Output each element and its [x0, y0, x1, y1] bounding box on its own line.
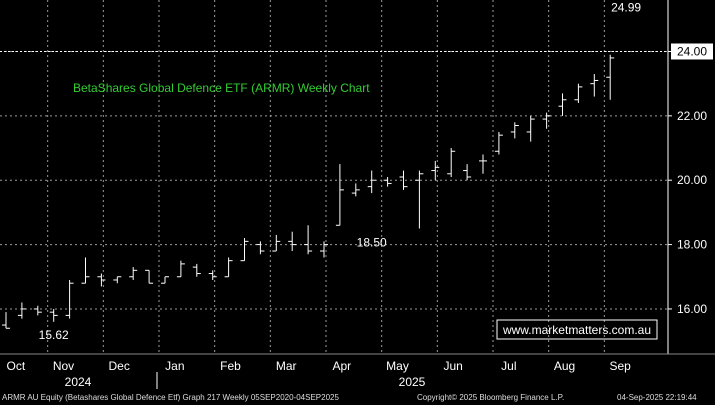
year-label: 2025	[399, 375, 426, 389]
last-price-label: 24.00	[677, 44, 707, 58]
ohlc-bar	[97, 273, 106, 287]
annotation-label: 24.99	[611, 1, 641, 15]
ohlc-bar	[129, 267, 138, 280]
ohlc-bar	[81, 257, 90, 284]
ohlc-bar	[510, 122, 519, 139]
y-tick-label: 18.00	[677, 238, 707, 252]
ohlc-bar	[447, 148, 456, 177]
watermark-text: www.marketmatters.com.au	[502, 323, 651, 337]
ohlc-bar	[224, 257, 233, 278]
ohlc-bar	[272, 234, 281, 252]
footer-bar: ARMR AU Equity (Betashares Global Defenc…	[0, 390, 715, 405]
year-label: 2024	[65, 375, 92, 389]
ohlc-bar	[2, 312, 10, 329]
ohlc-bar	[399, 170, 408, 190]
ohlc-bar	[208, 270, 217, 280]
annotation-label: 15.62	[39, 328, 69, 342]
y-axis: 16.00 18.00 20.00 22.00 24.00	[0, 43, 713, 316]
ohlc-bar	[17, 302, 26, 319]
ohlc-bar	[606, 54, 615, 100]
ohlc-bar	[431, 160, 440, 181]
x-tick-label: Apr	[332, 359, 351, 373]
x-tick-label: Aug	[554, 359, 575, 373]
ohlc-bar	[192, 263, 201, 277]
ohlc-bar	[113, 276, 122, 284]
x-tick-label: Mar	[276, 359, 297, 373]
plot-background	[0, 0, 668, 354]
footer-security: ARMR AU Equity (Betashares Global Defenc…	[2, 393, 339, 402]
ohlc-bar	[335, 164, 344, 226]
watermark-box: www.marketmatters.com.au	[496, 319, 658, 340]
y-tick-label: 16.00	[677, 302, 707, 316]
ohlc-bar	[304, 225, 313, 255]
annotations: 24.99 18.50 15.62	[39, 1, 642, 343]
chart-title: BetaShares Global Defence ETF (ARMR) Wee…	[73, 81, 370, 95]
x-tick-label: May	[386, 359, 409, 373]
y-tick-label: 22.00	[677, 109, 707, 123]
x-tick-label: Jun	[443, 359, 462, 373]
ohlc-bar	[558, 93, 567, 116]
ohlc-bar	[145, 269, 154, 284]
x-axis: Oct Nov Dec Jan Feb Mar Apr May Jun Jul Aug Sep 2024…	[0, 353, 715, 389]
x-tick-label: Jan	[165, 359, 184, 373]
ohlc-bar	[161, 276, 169, 284]
x-tick-label: Nov	[53, 359, 74, 373]
footer-copyright: Copyright© 2025 Bloomberg Finance L.P.	[417, 393, 565, 402]
y-tick-label: 20.00	[677, 173, 707, 187]
ohlc-bar	[176, 260, 185, 278]
x-tick-label: Sep	[609, 359, 631, 373]
ohlc-bar	[240, 238, 249, 262]
x-tick-label: Oct	[6, 359, 25, 373]
x-tick-label: Jul	[501, 359, 516, 373]
ohlc-bar	[256, 241, 265, 255]
ohlc-bar	[526, 115, 535, 142]
footer-timestamp: 04-Sep-2025 22:19:44	[617, 393, 697, 402]
ohlc-bar	[590, 74, 599, 97]
ohlc-bar	[479, 154, 487, 174]
ohlc-bar	[320, 241, 328, 258]
annotation-label: 18.50	[357, 235, 387, 249]
ohlc-bars	[2, 54, 615, 329]
ohlc-bar	[574, 83, 583, 103]
ohlc-bar	[542, 112, 551, 129]
ohlc-bar	[463, 164, 472, 181]
ohlc-bar	[351, 183, 360, 197]
ohlc-bar	[494, 131, 503, 155]
x-tick-label: Dec	[108, 359, 129, 373]
last-price-box	[671, 43, 713, 60]
ohlc-bar	[415, 170, 424, 229]
ohlc-bar	[49, 308, 58, 322]
x-tick-label: Feb	[220, 359, 241, 373]
ohlc-bar	[65, 279, 74, 319]
ohlc-bar	[367, 170, 376, 194]
ohlc-bar	[288, 231, 297, 252]
ohlc-bar	[33, 305, 42, 316]
ohlc-bar	[383, 177, 392, 187]
